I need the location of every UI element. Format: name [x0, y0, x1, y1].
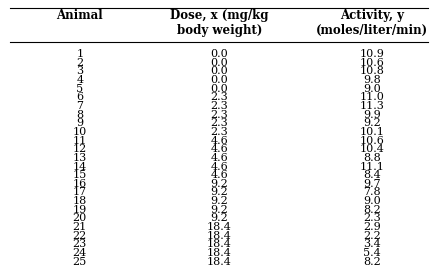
- Text: 9.0: 9.0: [363, 83, 381, 94]
- Text: 10: 10: [73, 127, 87, 137]
- Text: 0.0: 0.0: [210, 83, 228, 94]
- Text: 25: 25: [73, 257, 87, 267]
- Text: 13: 13: [73, 153, 87, 163]
- Text: 6: 6: [76, 92, 83, 102]
- Text: 4.6: 4.6: [210, 153, 228, 163]
- Text: 15: 15: [73, 170, 87, 180]
- Text: 9.2: 9.2: [210, 214, 228, 224]
- Text: 9.2: 9.2: [210, 205, 228, 215]
- Text: 5.4: 5.4: [363, 248, 381, 258]
- Text: 24: 24: [73, 248, 87, 258]
- Text: 0.0: 0.0: [210, 66, 228, 76]
- Text: 18.4: 18.4: [207, 248, 232, 258]
- Text: 18.4: 18.4: [207, 231, 232, 241]
- Text: 7.8: 7.8: [363, 187, 381, 197]
- Text: 9.2: 9.2: [210, 187, 228, 197]
- Text: 2.2: 2.2: [363, 231, 381, 241]
- Text: 4: 4: [76, 75, 83, 85]
- Text: 11: 11: [73, 136, 87, 146]
- Text: 10.9: 10.9: [359, 49, 384, 59]
- Text: 14: 14: [73, 161, 87, 171]
- Text: 11.3: 11.3: [359, 101, 384, 111]
- Text: 8.2: 8.2: [363, 205, 381, 215]
- Text: 9.0: 9.0: [363, 196, 381, 206]
- Text: 11.0: 11.0: [359, 92, 384, 102]
- Text: 16: 16: [73, 179, 87, 189]
- Text: 2.3: 2.3: [210, 92, 228, 102]
- Text: 5: 5: [76, 83, 83, 94]
- Text: 18.4: 18.4: [207, 239, 232, 249]
- Text: 10.6: 10.6: [359, 136, 384, 146]
- Text: 18.4: 18.4: [207, 257, 232, 267]
- Text: 2.9: 2.9: [363, 222, 381, 232]
- Text: 22: 22: [73, 231, 87, 241]
- Text: Dose, x (mg/kg
body weight): Dose, x (mg/kg body weight): [170, 9, 268, 37]
- Text: 20: 20: [73, 214, 87, 224]
- Text: 19: 19: [73, 205, 87, 215]
- Text: 0.0: 0.0: [210, 75, 228, 85]
- Text: 10.6: 10.6: [359, 58, 384, 68]
- Text: 1: 1: [76, 49, 83, 59]
- Text: 21: 21: [73, 222, 87, 232]
- Text: 11.1: 11.1: [359, 161, 384, 171]
- Text: 9.2: 9.2: [363, 118, 381, 128]
- Text: Activity, y
(moles/liter/min): Activity, y (moles/liter/min): [315, 9, 428, 37]
- Text: 3.4: 3.4: [363, 239, 381, 249]
- Text: 10.8: 10.8: [359, 66, 384, 76]
- Text: 17: 17: [73, 187, 87, 197]
- Text: 9.8: 9.8: [363, 75, 381, 85]
- Text: 9.2: 9.2: [210, 196, 228, 206]
- Text: 4.6: 4.6: [210, 170, 228, 180]
- Text: 8: 8: [76, 110, 83, 120]
- Text: 4.6: 4.6: [210, 144, 228, 154]
- Text: 8.8: 8.8: [363, 153, 381, 163]
- Text: 10.4: 10.4: [359, 144, 384, 154]
- Text: 4.6: 4.6: [210, 161, 228, 171]
- Text: 4.6: 4.6: [210, 136, 228, 146]
- Text: 18: 18: [73, 196, 87, 206]
- Text: 0.0: 0.0: [210, 49, 228, 59]
- Text: 2.3: 2.3: [363, 214, 381, 224]
- Text: 12: 12: [73, 144, 87, 154]
- Text: 2.3: 2.3: [210, 110, 228, 120]
- Text: Animal: Animal: [57, 9, 103, 22]
- Text: 8.4: 8.4: [363, 170, 381, 180]
- Text: 18.4: 18.4: [207, 222, 232, 232]
- Text: 9.9: 9.9: [363, 110, 381, 120]
- Text: 7: 7: [76, 101, 83, 111]
- Text: 2.3: 2.3: [210, 127, 228, 137]
- Text: 2: 2: [76, 58, 83, 68]
- Text: 9.7: 9.7: [363, 179, 381, 189]
- Text: 9.2: 9.2: [210, 179, 228, 189]
- Text: 23: 23: [73, 239, 87, 249]
- Text: 0.0: 0.0: [210, 58, 228, 68]
- Text: 2.3: 2.3: [210, 118, 228, 128]
- Text: 3: 3: [76, 66, 83, 76]
- Text: 9: 9: [76, 118, 83, 128]
- Text: 8.2: 8.2: [363, 257, 381, 267]
- Text: 10.1: 10.1: [359, 127, 384, 137]
- Text: 2.3: 2.3: [210, 101, 228, 111]
